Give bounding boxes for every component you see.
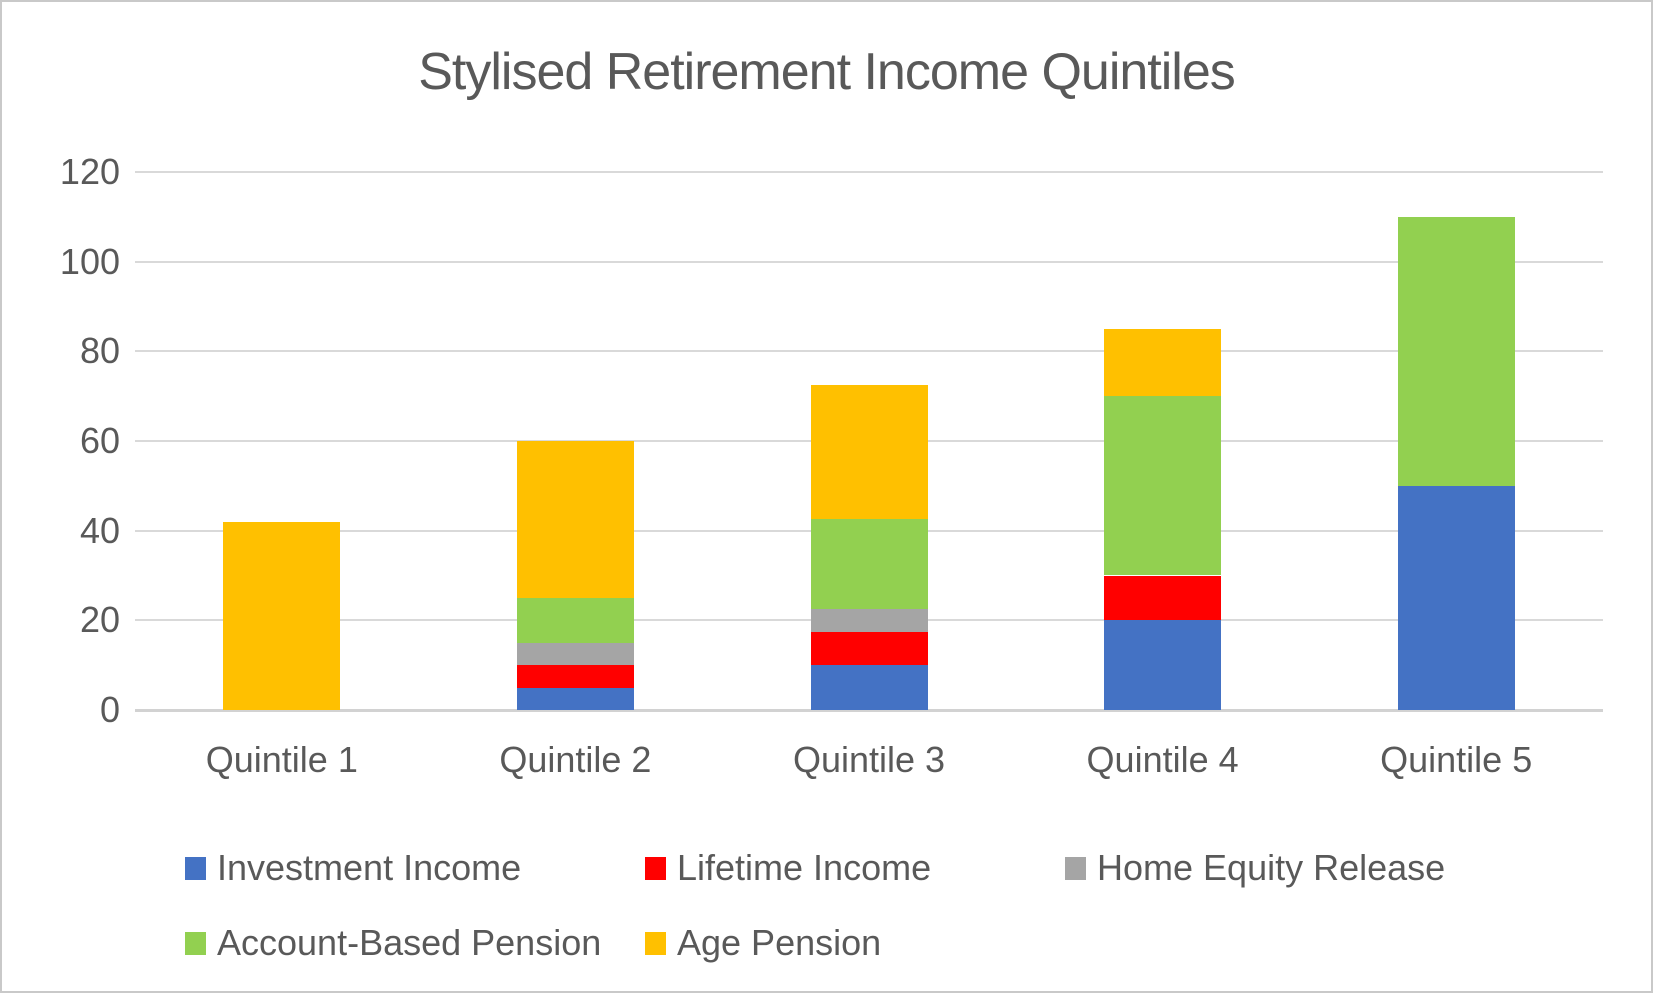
bar-segment-age-pension (516, 441, 634, 598)
bar-quintile-1 (223, 2, 341, 710)
bar-segment-home-equity-release (516, 642, 634, 666)
legend-label: Age Pension (677, 922, 882, 963)
bar-segment-investment-income (1104, 620, 1222, 710)
legend-marker-icon (645, 931, 666, 955)
y-axis-tick-label: 20 (79, 599, 120, 641)
gridline-120 (135, 171, 1603, 173)
bar-quintile-5 (1397, 2, 1515, 710)
bar-segment-account-based-pension (1104, 396, 1222, 576)
bar-quintile-4 (1104, 2, 1222, 710)
bar-segment-account-based-pension (810, 519, 928, 610)
legend-marker-icon (185, 856, 206, 880)
x-axis-label-quintile-1: Quintile 1 (205, 739, 358, 780)
bar-quintile-3 (810, 2, 928, 710)
bar-segment-age-pension (810, 384, 928, 520)
bar-segment-age-pension (1104, 328, 1222, 397)
legend-marker-icon (645, 856, 666, 880)
legend-label: Lifetime Income (677, 847, 932, 888)
gridline-80 (135, 350, 1603, 353)
bar-segment-home-equity-release (810, 609, 928, 632)
y-axis-tick-label: 60 (79, 420, 120, 461)
legend-item-age-pension: Age Pension (645, 922, 881, 964)
legend-item-lifetime-income: Lifetime Income (645, 847, 931, 889)
legend-label: Investment Income (217, 847, 522, 888)
legend-item-account-based-pension: Account-Based Pension (185, 922, 601, 964)
bar-segment-account-based-pension (1397, 216, 1515, 486)
x-axis-label-quintile-5: Quintile 5 (1380, 739, 1533, 780)
legend-marker-icon (1065, 856, 1086, 880)
x-axis-label-quintile-4: Quintile 4 (1086, 739, 1239, 780)
legend-item-home-equity-release: Home Equity Release (1065, 847, 1445, 889)
y-axis-tick-label: 80 (79, 330, 120, 372)
y-axis-tick-label: 100 (59, 240, 120, 282)
bar-segment-lifetime-income (1104, 575, 1222, 621)
x-axis-label-quintile-2: Quintile 2 (499, 739, 652, 780)
bar-segment-account-based-pension (516, 597, 634, 643)
x-axis-line (135, 709, 1603, 712)
legend-label: Account-Based Pension (217, 922, 602, 963)
legend-item-investment-income: Investment Income (185, 847, 521, 889)
gridline-100 (135, 260, 1603, 263)
bar-quintile-2 (516, 2, 634, 710)
bar-segment-investment-income (516, 687, 634, 710)
bar-segment-lifetime-income (810, 631, 928, 666)
legend-label: Home Equity Release (1097, 847, 1446, 888)
x-axis-label-quintile-3: Quintile 3 (792, 739, 946, 780)
legend-marker-icon (185, 931, 206, 955)
y-axis-tick-label: 0 (99, 689, 120, 730)
y-axis-tick-label: 40 (79, 509, 120, 551)
y-axis-tick-label: 120 (59, 151, 120, 192)
chart-title: Stylised Retirement Income Quintiles (418, 43, 1236, 101)
bar-segment-lifetime-income (516, 665, 634, 688)
bar-segment-investment-income (1397, 485, 1515, 710)
bar-segment-investment-income (810, 665, 928, 710)
bar-segment-age-pension (223, 521, 341, 710)
